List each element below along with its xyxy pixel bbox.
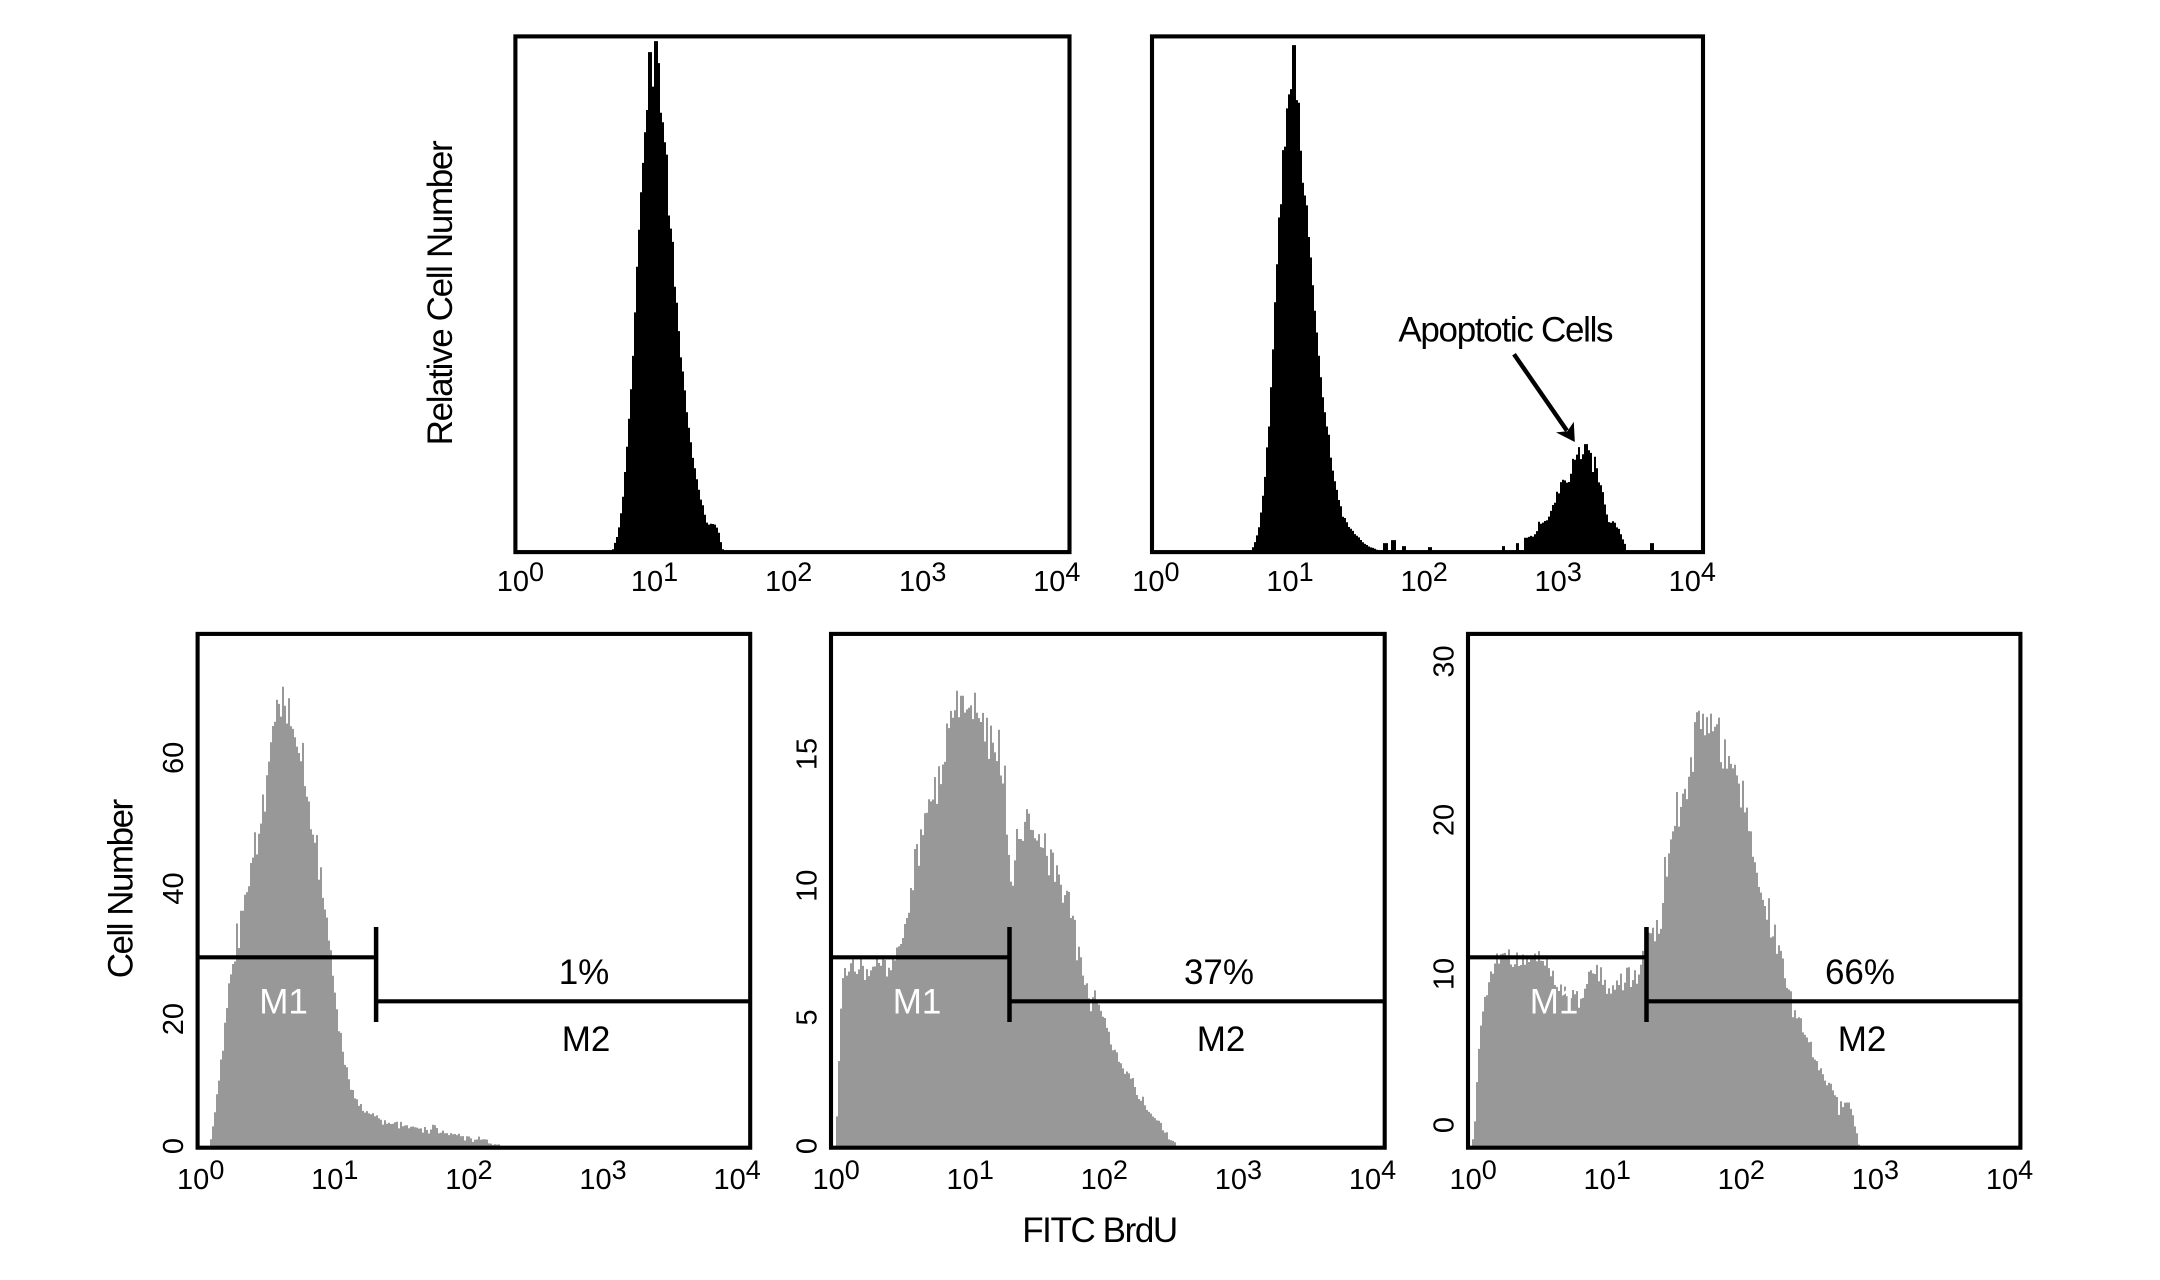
svg-text:0: 0 [158,1138,190,1154]
svg-text:30: 30 [1428,645,1460,677]
svg-text:66%: 66% [1825,953,1895,992]
svg-text:15: 15 [791,738,823,770]
svg-text:Cell Number: Cell Number [102,798,141,978]
svg-text:0: 0 [1428,1117,1460,1133]
svg-text:60: 60 [158,742,190,774]
svg-text:37%: 37% [1184,953,1254,992]
svg-text:M1: M1 [893,982,942,1021]
svg-text:M2: M2 [1838,1020,1887,1059]
svg-text:10: 10 [1428,958,1460,990]
svg-text:M2: M2 [562,1020,611,1059]
svg-text:Apoptotic Cells: Apoptotic Cells [1398,311,1613,350]
svg-text:20: 20 [158,1003,190,1035]
svg-text:40: 40 [158,872,190,904]
svg-text:0: 0 [791,1138,823,1154]
svg-text:M1: M1 [1530,982,1579,1021]
svg-text:1%: 1% [559,953,610,992]
svg-text:FITC BrdU: FITC BrdU [1022,1211,1177,1250]
svg-text:20: 20 [1428,804,1460,836]
svg-text:M1: M1 [259,982,308,1021]
svg-text:M2: M2 [1197,1020,1246,1059]
svg-text:10: 10 [791,870,823,902]
svg-text:Relative Cell Number: Relative Cell Number [421,140,460,445]
svg-text:5: 5 [791,1009,823,1025]
